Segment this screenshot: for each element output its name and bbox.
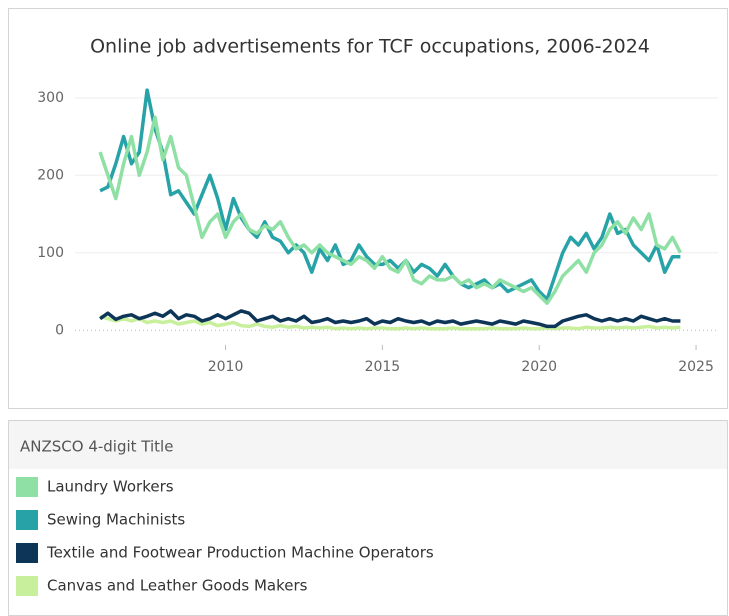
legend-header xyxy=(9,421,727,469)
series-line xyxy=(99,88,681,302)
legend: Laundry Workers Sewing Machinists Textile … xyxy=(16,477,434,596)
x-tick-label: 2015 xyxy=(365,359,401,375)
series-line xyxy=(99,314,681,331)
legend-label: Textile and Footwear Production Machine … xyxy=(46,544,434,562)
series-line xyxy=(98,115,682,305)
series-line xyxy=(99,309,681,329)
y-tick-label: 300 xyxy=(37,90,64,106)
x-tick-label: 2010 xyxy=(208,359,244,375)
y-tick-label: 0 xyxy=(55,322,64,338)
x-tick-label: 2025 xyxy=(678,359,714,375)
legend-swatch xyxy=(16,510,38,530)
legend-label: Laundry Workers xyxy=(47,478,174,496)
legend-title: ANZSCO 4-digit Title xyxy=(20,438,173,456)
lines xyxy=(98,88,682,331)
legend-label: Sewing Machinists xyxy=(47,511,185,529)
chart-title: Online job advertisements for TCF occupa… xyxy=(90,36,650,58)
legend-swatch xyxy=(16,477,38,497)
chart-panel xyxy=(8,8,728,409)
legend-label: Canvas and Leather Goods Makers xyxy=(47,577,308,595)
y-tick-label: 100 xyxy=(37,245,64,261)
legend-swatch xyxy=(16,576,38,596)
y-tick-label: 200 xyxy=(37,167,64,183)
grid: 0 100 200 300 2010 2015 2020 2025 xyxy=(37,90,718,375)
x-tick-label: 2020 xyxy=(521,359,557,375)
legend-swatch xyxy=(16,543,38,563)
